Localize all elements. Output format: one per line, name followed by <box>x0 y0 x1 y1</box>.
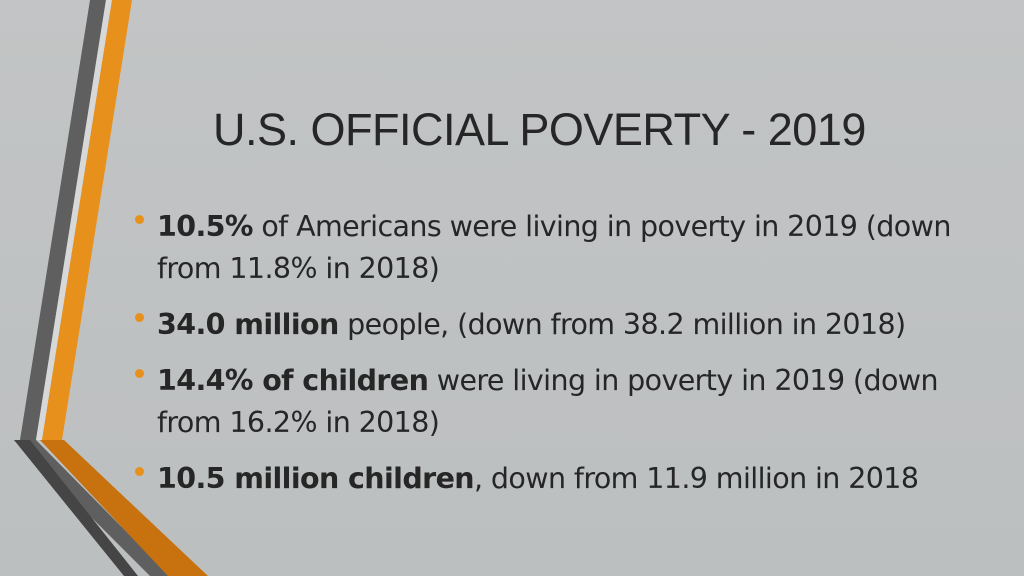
bullet-text: were living in poverty in 2019 (down fro… <box>157 364 939 439</box>
bullet-text: , down from 11.9 million in 2018 <box>474 462 919 495</box>
bullet-dot-icon <box>135 313 144 322</box>
bullet-text: of Americans were living in poverty in 2… <box>157 210 951 285</box>
bullet-list: 10.5% of Americans were living in povert… <box>130 206 980 514</box>
orange-stripe-lower <box>40 440 208 576</box>
slide-title: U.S. OFFICIAL POVERTY - 2019 <box>213 104 866 155</box>
gray-stripe-upper <box>20 0 106 440</box>
bullet-dot-icon <box>135 369 144 378</box>
bullet-item: 14.4% of children were living in poverty… <box>130 360 980 444</box>
bullet-bold-text: 10.5% <box>157 210 253 243</box>
bullet-item: 10.5 million children, down from 11.9 mi… <box>130 458 980 500</box>
orange-stripe-upper <box>42 0 132 440</box>
bullet-item: 10.5% of Americans were living in povert… <box>130 206 980 290</box>
bullet-item: 34.0 million people, (down from 38.2 mil… <box>130 304 980 346</box>
white-separator <box>36 0 112 440</box>
bullet-bold-text: 14.4% of children <box>157 364 429 397</box>
bullet-dot-icon <box>135 215 144 224</box>
dark-stripe-lower <box>14 440 138 576</box>
bullet-bold-text: 10.5 million children <box>157 462 475 495</box>
bullet-text: people, (down from 38.2 million in 2018) <box>338 308 906 341</box>
bullet-dot-icon <box>135 467 144 476</box>
bullet-bold-text: 34.0 million <box>157 308 339 341</box>
